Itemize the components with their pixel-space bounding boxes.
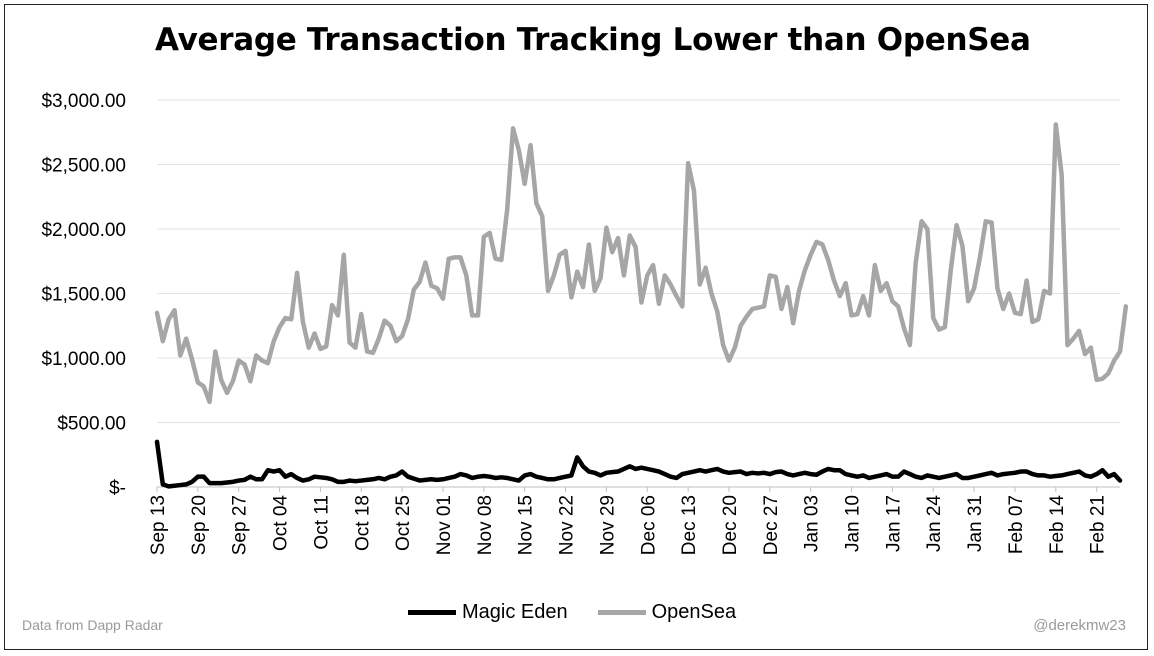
x-tick-label: Nov 15 xyxy=(516,495,537,555)
x-tick-label: Feb 14 xyxy=(1047,495,1068,555)
x-tick-label: Nov 29 xyxy=(597,495,618,555)
y-tick-label: $2,000.00 xyxy=(41,220,126,241)
x-tick-label: Oct 04 xyxy=(271,495,292,551)
series-line-magic-eden xyxy=(154,439,1123,489)
x-tick-label: Sep 27 xyxy=(230,495,251,555)
legend: Magic Eden OpenSea xyxy=(408,600,766,624)
x-tick-label: Dec 27 xyxy=(761,495,782,555)
x-tick-label: Sep 13 xyxy=(148,495,169,555)
x-tick-label: Dec 20 xyxy=(720,495,741,555)
legend-swatch-magic-eden xyxy=(408,609,456,615)
x-tick-label: Dec 13 xyxy=(679,495,700,555)
series-line-opensea xyxy=(154,122,1129,405)
x-tick-label: Nov 01 xyxy=(434,495,455,555)
legend-label-magic-eden: Magic Eden xyxy=(462,600,568,623)
x-tick-label: Dec 06 xyxy=(638,495,659,555)
x-tick-label: Jan 03 xyxy=(802,495,823,552)
x-tick-label: Sep 20 xyxy=(189,495,210,555)
x-axis: Sep 13 Sep 20 Sep 27 Oct 04 Oct 11 Oct 18 Oct … xyxy=(148,486,1120,555)
x-tick-label: Jan 24 xyxy=(924,495,945,552)
y-tick-label: $500.00 xyxy=(57,414,126,435)
chart-title: Average Transaction Tracking Lower than … xyxy=(155,22,1031,58)
y-tick-label: $- xyxy=(109,478,126,499)
x-tick-label: Jan 10 xyxy=(843,495,864,552)
x-tick-label: Feb 07 xyxy=(1006,495,1027,554)
author-handle: @derekmw23 xyxy=(1033,617,1126,634)
x-tick-label: Oct 11 xyxy=(311,495,332,550)
y-tick-label: $2,500.00 xyxy=(41,156,126,177)
y-tick-label: $1,500.00 xyxy=(41,285,126,306)
legend-swatch-opensea xyxy=(597,609,646,615)
x-tick-label: Oct 18 xyxy=(352,495,373,551)
x-tick-label: Jan 31 xyxy=(965,495,986,552)
x-tick-label: Feb 21 xyxy=(1088,495,1109,554)
x-tick-label: Nov 08 xyxy=(475,495,496,555)
chart-frame xyxy=(4,4,1148,650)
y-axis: $- $500.00 $1,000.00 $1,500.00 $2,000.00 $2,5… xyxy=(41,91,126,499)
x-tick-label: Jan 17 xyxy=(883,495,904,552)
legend-label-opensea: OpenSea xyxy=(651,600,737,623)
legend-item-magic-eden: Magic Eden xyxy=(408,601,568,624)
x-tick-label: Oct 25 xyxy=(393,495,414,551)
series-lines xyxy=(154,122,1129,489)
legend-item-opensea: OpenSea xyxy=(597,600,737,624)
y-tick-label: $1,000.00 xyxy=(41,349,126,370)
source-note: Data from Dapp Radar xyxy=(22,617,163,633)
y-tick-label: $3,000.00 xyxy=(41,91,126,112)
x-tick-label: Nov 22 xyxy=(557,495,578,555)
